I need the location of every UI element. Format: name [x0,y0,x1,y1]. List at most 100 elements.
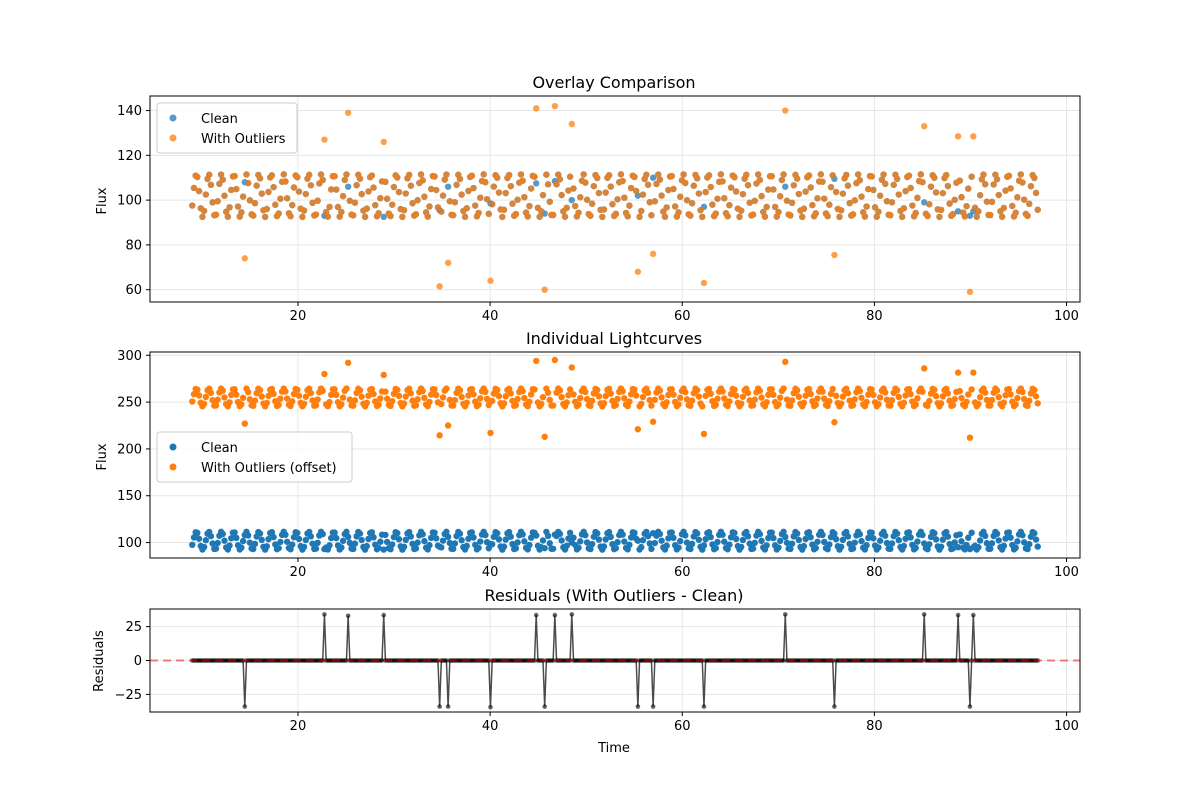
overlay-outlier-point [677,193,684,200]
individual-clean-point [400,543,408,550]
individual-clean-point [477,538,484,545]
overlay-outlier-point [477,194,484,201]
individual-clean-point [607,533,614,541]
overlay-outlier-point [943,171,950,179]
individual-outlier-point [233,391,240,398]
individual-outlier-point [926,397,933,405]
individual-clean-point [1034,543,1041,550]
overlay-legend-label: With Outliers [201,132,286,147]
overlay-outlier-point [483,196,491,203]
individual-clean-point [290,534,298,541]
individual-clean-point [758,537,765,545]
individual-clean-point [983,539,991,547]
overlay-outlier-point [261,213,269,221]
individual-xtick-label: 100 [1054,565,1079,580]
overlay-outlier-point [543,171,550,178]
overlay-outlier-point [726,201,733,209]
individual-outlier-point [826,398,833,405]
individual-outlier-point [919,388,926,395]
overlay-outlier-point [372,201,379,209]
overlay-outlier-point [700,279,708,287]
individual-outlier-point [954,369,962,376]
individual-outlier-point [627,391,635,398]
overlay-outlier-point [239,193,247,200]
individual-clean-point [587,545,594,553]
individual-clean-point [588,540,596,548]
individual-clean-point [233,534,240,542]
overlay-outlier-point [975,208,982,215]
overlay-outlier-point [682,179,689,187]
overlay-outlier-point [309,199,316,207]
individual-clean-point [665,535,672,542]
individual-clean-point [1005,529,1013,536]
overlay-outlier-point [443,171,450,178]
overlay-outlier-point [690,182,697,189]
individual-outlier-point [539,393,547,401]
individual-clean-point [312,545,320,552]
individual-clean-point [802,535,809,543]
overlay-outlier-point [228,186,235,194]
individual-clean-point [975,544,982,551]
overlay-outlier-point [587,212,594,219]
overlay-outlier-point [627,184,635,192]
residuals-point [921,612,927,617]
overlay-outlier-point [875,208,882,215]
individual-outlier-point [912,401,919,408]
overlay-outlier-point [200,207,208,215]
individual-clean-point [714,538,721,546]
overlay-outlier-point [800,205,808,212]
overlay-outlier-point [263,205,271,213]
residuals-ytick-label: 0 [134,654,142,669]
individual-clean-point [394,529,401,537]
overlay-outlier-point [551,102,559,110]
individual-clean-point [619,531,626,538]
overlay-outlier-point [805,172,813,179]
individual-outlier-point [326,398,333,406]
overlay-outlier-point [675,209,682,216]
individual-clean-point [309,540,316,547]
overlay-outlier-point [768,173,775,180]
overlay-outlier-point [648,212,655,219]
individual-outlier-point [649,418,657,425]
individual-outlier-point [538,400,545,408]
individual-clean-point [982,532,989,540]
overlay-outlier-point [427,185,435,193]
individual-clean-point [438,544,445,551]
individual-ytick-label: 250 [117,396,142,411]
individual-outlier-point [568,364,575,371]
overlay-outlier-point [843,171,850,179]
overlay-outlier-point [444,259,452,267]
overlay-outlier-point [888,199,896,206]
overlay-outlier-point [453,181,460,188]
overlay-outlier-point [663,204,670,211]
individual-clean-point [644,532,652,540]
overlay-ytick-label: 140 [117,104,142,119]
overlay-outlier-point [370,184,377,191]
individual-clean-point [294,529,301,537]
individual-clean-point [926,541,933,548]
individual-clean-point [575,544,582,551]
overlay-outlier-point [287,213,294,220]
individual-outlier-point [705,385,713,393]
overlay-outlier-point [549,211,557,219]
individual-outlier-point [412,402,420,409]
individual-clean-point [1000,542,1008,550]
overlay-outlier-point [893,175,901,183]
individual-clean-point [812,544,819,552]
individual-clean-point [988,540,996,547]
overlay-outlier-point [305,171,313,179]
overlay-outlier-point [246,197,254,204]
overlay-outlier-point [500,206,508,214]
individual-legend-label: With Outliers (offset) [201,461,337,476]
individual-outlier-point [207,389,215,397]
individual-outlier-point [331,386,338,393]
individual-outlier-point [289,398,296,405]
individual-outlier-point [475,401,482,408]
overlay-outlier-point [1009,202,1016,210]
individual-outlier-point [307,389,315,397]
individual-clean-point [746,540,753,547]
overlay-clean-point [921,199,928,206]
individual-clean-point [377,538,384,545]
individual-clean-point [566,529,574,536]
overlay-outlier-point [570,185,577,192]
